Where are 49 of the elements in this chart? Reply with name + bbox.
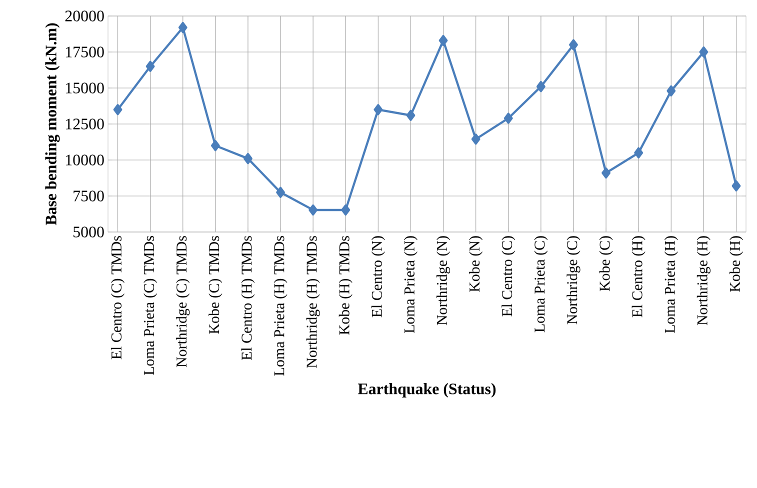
point	[210, 140, 220, 152]
point	[406, 110, 416, 121]
y-tick-label: 20000	[65, 10, 104, 22]
y-tick-label: 7500	[74, 190, 104, 202]
x-tick-label: Kobe (C)	[599, 236, 613, 292]
point	[471, 134, 480, 145]
point	[178, 22, 188, 34]
point	[732, 180, 741, 192]
point	[146, 60, 155, 72]
x-tick-label: Loma Prieta (C)	[534, 236, 548, 332]
x-tick-label: El Centro (H)	[632, 236, 646, 318]
x-tick-label: Northridge (H) TMDs	[306, 236, 320, 368]
x-tick-label: Northridge (N)	[436, 236, 450, 326]
x-tick-label: El Centro (C)	[502, 236, 516, 316]
x-tick-label: Kobe (N)	[469, 236, 483, 292]
y-tick-label: 10000	[66, 154, 104, 166]
point	[504, 112, 513, 124]
point	[666, 85, 676, 96]
x-tick-label: Northridge (H)	[696, 236, 710, 326]
point	[276, 186, 285, 198]
x-tick-label: Loma Prieta (N)	[404, 236, 418, 334]
point	[438, 34, 448, 46]
point	[308, 204, 318, 216]
x-tick-label: Loma Prieta (C) TMDs	[144, 236, 158, 375]
y-tick-label: 17500	[66, 46, 104, 58]
point	[341, 204, 350, 216]
x-tick-label: Loma Prieta (H) TMDs	[274, 236, 288, 376]
x-tick-label: El Centro (H) TMDs	[241, 236, 255, 360]
point	[602, 167, 610, 179]
x-tick-label: Northridge (C) TMDs	[176, 236, 190, 368]
point	[699, 46, 708, 58]
x-tick-label: Northridge (C)	[566, 236, 580, 324]
x-tick-label: El Centro (C) TMDs	[111, 236, 125, 360]
y-tick-label: 5000	[74, 226, 104, 238]
x-axis-title: Earthquake (Status)	[358, 383, 496, 398]
point	[374, 104, 383, 116]
x-tick-label: Kobe (H) TMDs	[338, 236, 352, 335]
x-tick-label: Kobe (C) TMDs	[208, 236, 222, 334]
x-tick-label: El Centro (N)	[371, 236, 385, 318]
point	[113, 104, 122, 116]
point	[634, 147, 644, 158]
y-axis-title: Base bending moment (kN.m)	[45, 23, 60, 226]
point	[569, 39, 578, 50]
x-tick-label: Loma Prieta (H)	[664, 236, 678, 334]
point	[536, 80, 546, 92]
y-tick-label: 12500	[66, 118, 104, 130]
point	[244, 152, 252, 164]
x-tick-label: Kobe (H)	[729, 236, 744, 292]
y-tick-label: 15000	[66, 82, 104, 94]
